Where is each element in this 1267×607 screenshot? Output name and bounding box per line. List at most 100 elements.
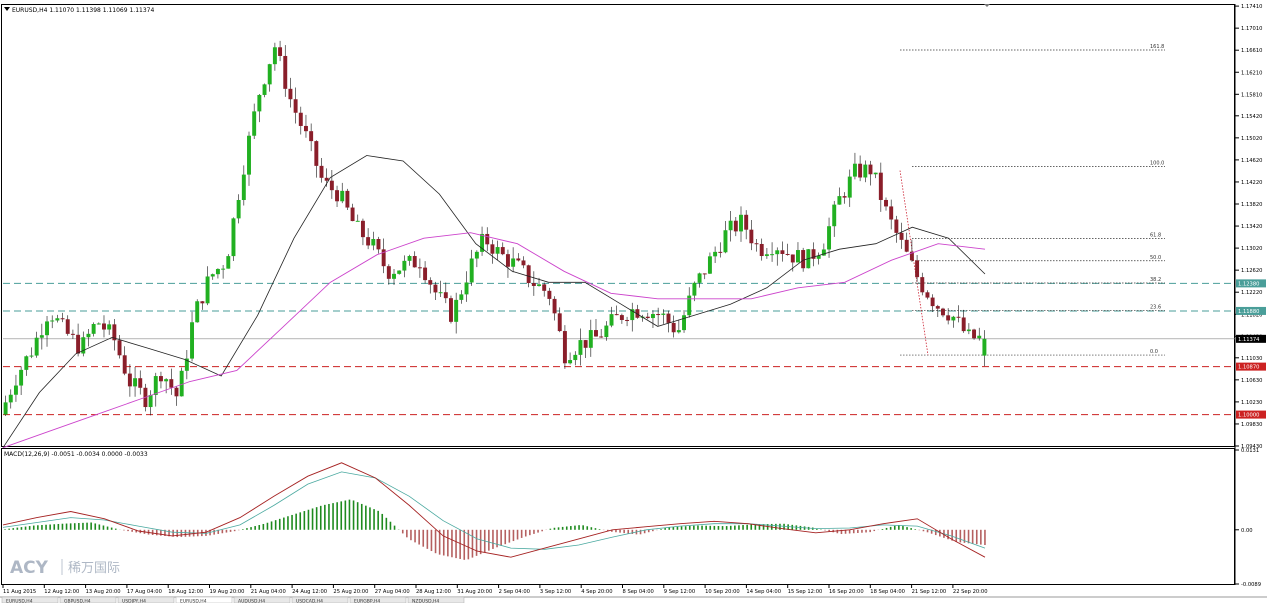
candle-body (19, 369, 24, 386)
time-tick-label: 28 Aug 12:00 (416, 589, 451, 595)
watermark-cn: 稀万国际 (68, 561, 120, 576)
time-tick-label: 16 Sep 20:00 (829, 589, 864, 595)
candle-body (278, 47, 283, 56)
candle-body (635, 309, 640, 318)
candle-body (661, 313, 666, 315)
candle-body (55, 318, 60, 321)
candle-body (469, 258, 474, 283)
chart-tab-label[interactable]: EURUSD,H4 (6, 599, 33, 605)
candle-body (785, 253, 790, 255)
candle-body (790, 254, 795, 263)
candle-body (50, 320, 55, 322)
candle-body (153, 376, 158, 395)
candle-body (842, 196, 847, 198)
time-tick-label: 11 Aug 2015 (3, 589, 36, 595)
time-tick-label: 4 Sep 20:00 (581, 589, 612, 595)
candle-body (500, 247, 505, 255)
symbol-dropdown-icon[interactable] (4, 7, 10, 11)
price-tick-label: 1.11820 (1241, 312, 1262, 318)
time-tick-label: 19 Aug 20:00 (210, 589, 245, 595)
chart-tab-label[interactable]: EURUSD,H4 (180, 599, 207, 605)
candle-body (205, 276, 210, 304)
candle-body (594, 330, 598, 337)
time-tick-label: 27 Aug 04:00 (375, 589, 410, 595)
chart-tab-label[interactable]: AUDUSD,H4 (238, 599, 265, 605)
sma-slow-line (2, 232, 986, 449)
candle-body (547, 290, 552, 299)
candle-body (91, 324, 96, 334)
candle-body (764, 254, 769, 257)
candle-body (770, 254, 775, 256)
price-tick-label: 1.17010 (1241, 26, 1262, 32)
candle-body (96, 323, 101, 325)
candle-body (925, 292, 930, 298)
time-tick-label: 10 Sep 20:00 (705, 589, 740, 595)
candle-body (666, 313, 671, 323)
price-tick-label: 1.17410 (1241, 4, 1262, 10)
candle-body (645, 316, 650, 319)
candle-body (531, 283, 536, 286)
candle-body (568, 360, 573, 364)
candle-body (360, 220, 365, 238)
fib-level-label: 100.0 (1150, 161, 1164, 167)
price-badge (1236, 334, 1266, 343)
candle-body (982, 338, 987, 356)
price-tick-label: 1.15810 (1241, 92, 1262, 98)
candle-body (257, 94, 262, 112)
macd-main-line (2, 462, 986, 558)
candle-body (521, 260, 526, 266)
candle-body (8, 394, 13, 403)
candle-body (417, 267, 422, 269)
candle-body (894, 219, 899, 233)
candle-body (816, 255, 821, 259)
price-tick-label: 1.14620 (1241, 158, 1262, 164)
candle-body (335, 190, 340, 202)
chart-tab-label[interactable]: EURGBP,H4 (354, 599, 380, 605)
macd-tick-label: 0.0131 (1241, 448, 1259, 454)
time-tick-label: 24 Aug 12:00 (292, 589, 327, 595)
chart-tab-label[interactable]: USDCAD,H4 (296, 599, 323, 605)
price-tick-label: 1.09830 (1241, 422, 1262, 428)
candle-body (449, 298, 453, 322)
chart-tab-label[interactable]: USDJPY,H4 (122, 599, 146, 605)
candle-body (262, 84, 267, 95)
price-badge (1236, 410, 1266, 419)
candle-body (956, 316, 961, 318)
candle-body (542, 284, 547, 291)
candle-body (226, 256, 231, 269)
candle-body (319, 165, 324, 178)
candle-body (184, 358, 189, 371)
chart-tab-label[interactable]: NZDUSD,H4 (412, 599, 439, 605)
chart-tab-label[interactable]: GBPUSD,H4 (64, 599, 91, 605)
candle-body (102, 323, 106, 330)
candle-body (847, 176, 852, 198)
symbol-header: EURUSD,H4 1.11070 1.11398 1.11069 1.1137… (12, 7, 154, 14)
price-tick-label: 1.09430 (1241, 444, 1262, 450)
candle-body (909, 251, 914, 261)
candle-body (868, 164, 873, 175)
candle-body (796, 250, 800, 263)
candle-body (236, 199, 241, 219)
candle-body (733, 220, 738, 232)
time-tick-label: 12 Aug 12:00 (44, 589, 79, 595)
candle-body (671, 322, 676, 333)
candle-body (858, 163, 863, 178)
candle-body (45, 321, 49, 336)
candle-body (24, 356, 29, 370)
shift-marker-icon[interactable] (984, 4, 990, 7)
candle-body (241, 174, 246, 200)
candle-body (966, 329, 971, 332)
candle-body (749, 229, 754, 244)
price-tick-label: 1.15420 (1241, 114, 1262, 120)
candle-body (537, 284, 541, 286)
price-tick-label: 1.12620 (1241, 268, 1262, 274)
candle-body (578, 340, 583, 355)
candle-body (505, 254, 510, 267)
candle-body (231, 218, 236, 257)
candle-body (915, 260, 920, 278)
candle-body (210, 274, 215, 277)
candle-body (314, 141, 319, 166)
candle-body (878, 172, 883, 200)
candle-body (70, 333, 75, 335)
